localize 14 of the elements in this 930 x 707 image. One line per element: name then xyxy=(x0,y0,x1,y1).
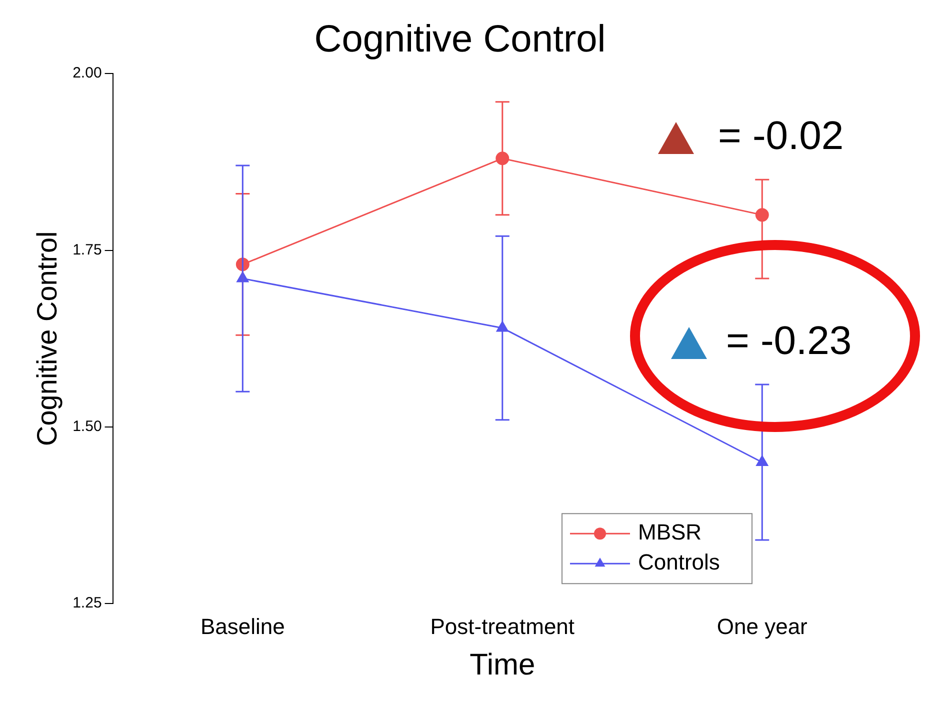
legend-label: Controls xyxy=(638,550,720,575)
y-tick-label: 1.50 xyxy=(72,418,102,436)
chart-title: Cognitive Control xyxy=(314,18,606,60)
y-tick-label: 1.75 xyxy=(72,241,102,258)
x-tick-label: Post-treatment xyxy=(430,614,575,639)
annotation: = -0.23 xyxy=(726,319,852,364)
x-tick-label: Baseline xyxy=(200,614,285,639)
x-axis-title: Time xyxy=(470,648,536,682)
legend-label: MBSR xyxy=(638,520,702,545)
x-tick-label: One year xyxy=(716,614,808,639)
annotation: = -0.02 xyxy=(718,114,844,158)
y-tick-label: 1.25 xyxy=(72,594,102,612)
y-axis-title: Cognitive Control xyxy=(32,231,63,446)
y-tick-label: 2.00 xyxy=(72,64,102,82)
